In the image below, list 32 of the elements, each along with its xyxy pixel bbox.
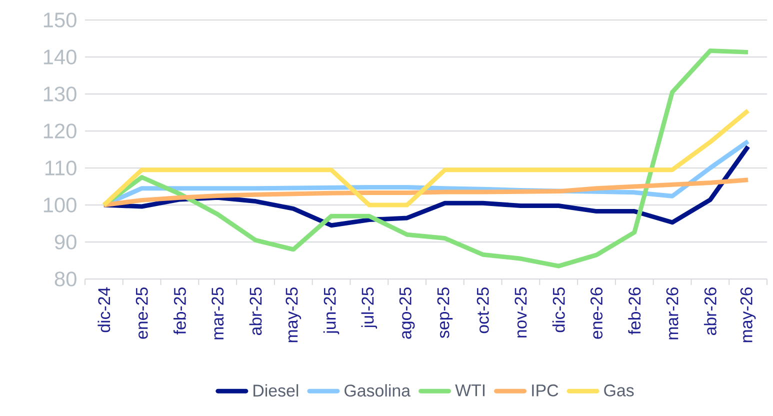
x-tick-label: may-26 xyxy=(740,288,756,342)
legend-label: Gasolina xyxy=(344,384,411,397)
y-tick-label: 150 xyxy=(44,12,76,28)
y-tick-label: 130 xyxy=(44,86,76,102)
x-tick-label: oct-25 xyxy=(476,287,489,334)
x-tick-label: ene-26 xyxy=(590,288,603,339)
y-tick-label: 80 xyxy=(54,272,76,286)
x-tick-label: mar-26 xyxy=(666,288,678,340)
x-tick-label: ago-25 xyxy=(399,288,415,339)
x-tick-label: feb-25 xyxy=(174,287,186,335)
x-tick-label: may-25 xyxy=(286,287,302,342)
legend-label: IPC xyxy=(532,384,558,396)
x-tick-label: nov-25 xyxy=(514,287,527,338)
legend-label: Diesel xyxy=(254,384,298,397)
x-tick-label: jul-25 xyxy=(361,288,378,329)
x-tick-label: mar-25 xyxy=(212,287,224,340)
y-tick-label: 110 xyxy=(45,160,76,176)
y-tick-label: 140 xyxy=(44,50,76,64)
x-tick-label: ene-25 xyxy=(136,288,148,339)
y-tick-label: 120 xyxy=(44,124,76,138)
line-series xyxy=(102,178,750,208)
y-tick-label: 90 xyxy=(54,234,76,250)
legend-label: Gas xyxy=(604,384,634,396)
x-tick-label: abr-25 xyxy=(249,287,262,336)
x-tick-label: jun-25 xyxy=(323,288,340,334)
legend-label: WTI xyxy=(455,384,485,396)
x-tick-label: sep-25 xyxy=(437,287,453,338)
y-tick-label: 100 xyxy=(44,198,76,212)
x-tick-label: dic-24 xyxy=(98,287,110,332)
x-tick-label: feb-26 xyxy=(628,288,641,335)
x-tick-label: abr-26 xyxy=(704,288,716,336)
x-tick-label: dic-25 xyxy=(552,287,565,332)
